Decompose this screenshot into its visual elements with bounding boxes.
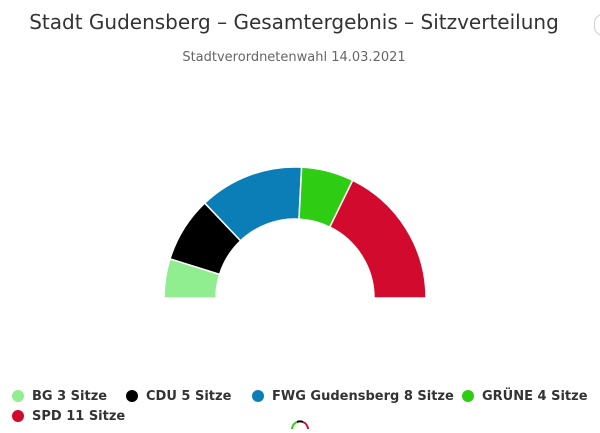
legend-item-fwg[interactable]: FWG Gudensberg 8 Sitze <box>252 386 454 406</box>
legend-label-gruene: GRÜNE 4 Sitze <box>482 388 588 404</box>
chart-title: Stadt Gudensberg – Gesamtergebnis – Sitz… <box>29 10 559 34</box>
legend-label-cdu: CDU 5 Sitze <box>146 388 232 404</box>
legend-swatch-bg <box>12 390 24 402</box>
legend-item-spd[interactable]: SPD 11 Sitze <box>12 406 125 426</box>
legend-swatch-spd <box>12 410 24 422</box>
legend-label-fwg: FWG Gudensberg 8 Sitze <box>272 388 454 404</box>
legend-swatch-gruene <box>462 390 474 402</box>
legend-item-cdu[interactable]: CDU 5 Sitze <box>126 386 231 406</box>
chart-credit-logo <box>291 420 309 430</box>
legend-item-gruene[interactable]: GRÜNE 4 Sitze <box>462 386 588 406</box>
legend-item-bg[interactable]: BG 3 Sitze <box>12 386 107 406</box>
seat-segment-spd[interactable] <box>328 179 427 299</box>
legend-label-bg: BG 3 Sitze <box>32 388 108 404</box>
legend-label-spd: SPD 11 Sitze <box>32 408 126 424</box>
legend-swatch-cdu <box>126 390 138 402</box>
chart-subtitle: Stadtverordnetenwahl 14.03.2021 <box>182 50 406 65</box>
legend-swatch-fwg <box>252 390 264 402</box>
